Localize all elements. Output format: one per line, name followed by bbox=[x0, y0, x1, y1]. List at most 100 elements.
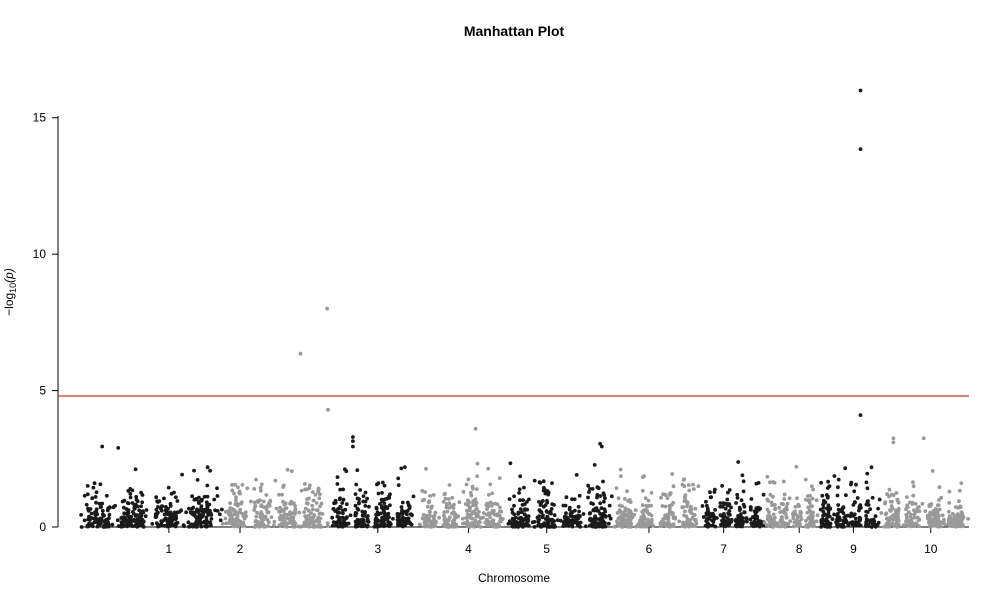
snp-point bbox=[920, 501, 925, 506]
snp-point bbox=[363, 499, 368, 504]
snp-point bbox=[471, 503, 476, 508]
snp-point bbox=[485, 507, 489, 511]
snp-point bbox=[827, 484, 832, 489]
snp-point bbox=[960, 511, 964, 515]
snp-point bbox=[258, 485, 263, 490]
snp-point bbox=[405, 509, 410, 513]
y-axis-label-subscript: 10 bbox=[8, 283, 18, 293]
snp-point bbox=[428, 494, 432, 498]
snp-point bbox=[121, 505, 126, 510]
snp-point bbox=[84, 502, 89, 507]
snp-point bbox=[548, 509, 553, 514]
snp-point bbox=[911, 480, 915, 485]
snp-point bbox=[198, 521, 203, 526]
snp-point bbox=[254, 514, 259, 519]
snp-point bbox=[299, 488, 304, 493]
snp-point bbox=[245, 486, 250, 491]
snp-point bbox=[402, 509, 407, 514]
snp-point bbox=[700, 504, 705, 508]
snp-point bbox=[325, 306, 329, 311]
snp-point bbox=[208, 468, 213, 473]
snp-point bbox=[561, 523, 566, 528]
snp-point bbox=[177, 510, 182, 514]
snp-point bbox=[205, 483, 210, 488]
snp-point bbox=[296, 524, 301, 529]
snp-point bbox=[937, 485, 942, 490]
snp-point bbox=[685, 501, 690, 506]
snp-point bbox=[575, 519, 579, 524]
snp-point bbox=[940, 513, 945, 518]
snp-point bbox=[516, 510, 521, 515]
snp-point bbox=[173, 524, 178, 529]
snp-point bbox=[474, 507, 478, 512]
snp-point bbox=[907, 522, 912, 527]
snp-point bbox=[693, 518, 698, 523]
snp-point bbox=[88, 523, 93, 528]
snp-point bbox=[143, 514, 148, 519]
snp-point bbox=[836, 503, 841, 507]
snp-point bbox=[544, 509, 549, 514]
x-tick-label: 8 bbox=[796, 542, 803, 556]
snp-point bbox=[857, 505, 862, 510]
snp-point bbox=[517, 491, 521, 495]
snp-point bbox=[884, 516, 889, 521]
snp-point bbox=[781, 502, 785, 507]
snp-point bbox=[660, 504, 665, 508]
snp-point bbox=[955, 520, 959, 524]
snp-point bbox=[380, 491, 384, 495]
snp-point bbox=[925, 513, 930, 518]
snp-point bbox=[255, 520, 259, 525]
snp-point bbox=[685, 504, 689, 509]
snp-point bbox=[209, 523, 213, 528]
snp-point bbox=[934, 522, 938, 527]
snp-point bbox=[766, 499, 771, 503]
snp-point bbox=[550, 481, 554, 485]
snp-point bbox=[552, 513, 557, 518]
snp-point bbox=[876, 506, 880, 511]
snp-point bbox=[427, 513, 432, 518]
snp-point bbox=[411, 494, 416, 499]
snp-point bbox=[641, 510, 645, 514]
snp-point bbox=[381, 521, 386, 526]
snp-point bbox=[647, 512, 652, 517]
snp-point bbox=[853, 516, 858, 521]
snp-point bbox=[711, 523, 715, 528]
snp-point bbox=[447, 483, 452, 487]
snp-point bbox=[460, 521, 465, 526]
snp-point bbox=[79, 513, 83, 517]
snp-point bbox=[406, 518, 411, 523]
snp-point bbox=[281, 485, 286, 489]
snp-point bbox=[663, 492, 668, 497]
snp-point bbox=[589, 501, 594, 506]
snp-point bbox=[303, 520, 308, 525]
snp-point bbox=[135, 504, 140, 509]
snp-point bbox=[798, 514, 803, 519]
snp-point bbox=[426, 517, 431, 522]
snp-point bbox=[748, 507, 753, 512]
snp-point bbox=[446, 497, 451, 501]
snp-point bbox=[574, 473, 579, 477]
snp-point bbox=[484, 517, 489, 522]
snp-point bbox=[309, 521, 314, 525]
snp-point bbox=[930, 469, 935, 473]
snp-point bbox=[623, 506, 628, 511]
snp-point bbox=[357, 500, 361, 505]
snp-point bbox=[195, 524, 200, 529]
snp-point bbox=[546, 490, 551, 495]
snp-point bbox=[725, 497, 730, 502]
snp-point bbox=[852, 512, 857, 517]
snp-point bbox=[704, 511, 709, 515]
snp-point bbox=[828, 524, 833, 529]
snp-point bbox=[744, 516, 749, 520]
snp-point bbox=[562, 520, 567, 524]
snp-point bbox=[332, 520, 337, 525]
snp-point bbox=[386, 511, 391, 516]
snp-point bbox=[564, 524, 568, 528]
y-axis-ticks: 0 5 10 15 bbox=[33, 111, 58, 534]
snp-point bbox=[336, 519, 341, 523]
snp-point bbox=[92, 481, 97, 486]
snp-point bbox=[570, 524, 575, 529]
snp-point bbox=[444, 524, 449, 528]
snp-point bbox=[524, 514, 529, 519]
snp-point bbox=[865, 521, 869, 526]
